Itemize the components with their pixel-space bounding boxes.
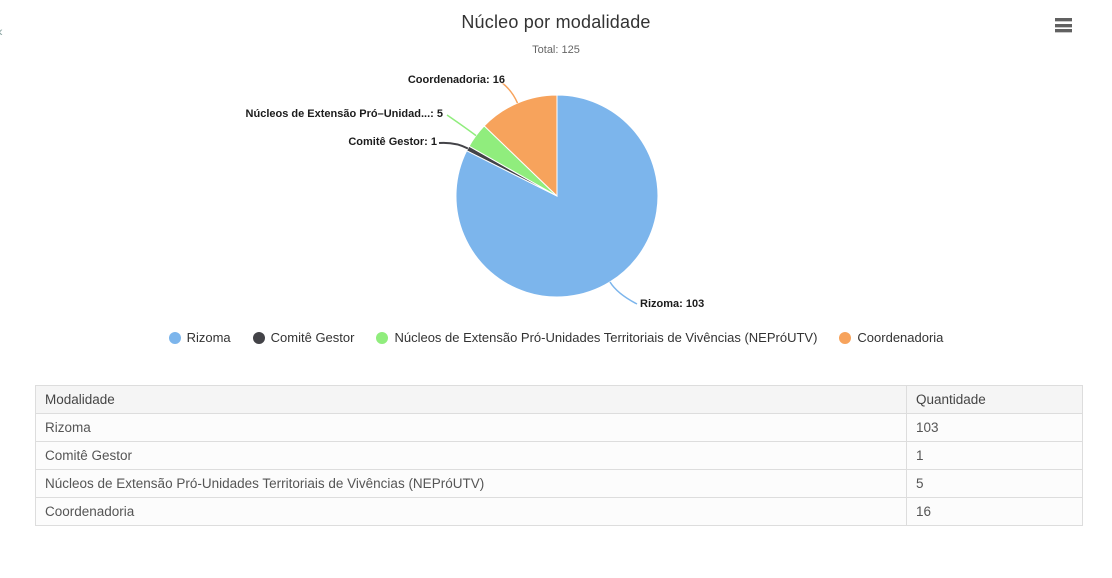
cell-modalidade: Rizoma (35, 413, 907, 442)
chevron-left-icon: « (0, 23, 3, 39)
data-label-connector (446, 114, 477, 137)
legend-marker-circle (252, 331, 265, 344)
chart-subtitle: Total: 125 (532, 44, 580, 56)
legend-label: Rizoma (186, 330, 231, 345)
data-label-connector (438, 141, 469, 150)
chart-context-menu-button[interactable] (1055, 17, 1072, 33)
table-row: Comitê Gestor 1 (35, 441, 1083, 470)
data-label-connector (609, 281, 638, 305)
cell-quantidade: 16 (906, 497, 1083, 526)
legend-marker-circle (168, 331, 181, 344)
cell-quantidade: 5 (906, 469, 1083, 498)
column-header-modalidade: Modalidade (35, 385, 907, 414)
legend-label: Núcleos de Extensão Pró-Unidades Territo… (394, 330, 818, 345)
table-row: Núcleos de Extensão Pró-Unidades Territo… (35, 469, 1083, 498)
table-header-row: Modalidade Quantidade (35, 385, 1083, 414)
legend-label: Comitê Gestor (270, 330, 355, 345)
table-row: Rizoma 103 (35, 413, 1083, 442)
legend-label: Coordenadoria (857, 330, 944, 345)
legend-item-rizoma[interactable]: Rizoma (168, 330, 231, 345)
chart-card: « Núcleo por modalidade Total: 125 Coord… (0, 12, 1112, 345)
legend-marker-circle (839, 331, 852, 344)
data-label-comite-gestor: Comitê Gestor: 1 (348, 136, 437, 148)
legend-item-coordenadoria[interactable]: Coordenadoria (839, 330, 943, 345)
cell-modalidade: Comitê Gestor (35, 441, 907, 470)
modalidade-table: Modalidade Quantidade Rizoma 103 Comitê … (35, 385, 1083, 526)
chart-title: Núcleo por modalidade (461, 12, 651, 32)
cell-quantidade: 103 (906, 413, 1083, 442)
data-label-rizoma: Rizoma: 103 (640, 298, 705, 310)
legend-item-comite-gestor[interactable]: Comitê Gestor (252, 330, 355, 345)
cell-modalidade: Coordenadoria (35, 497, 907, 526)
modalidade-table-section: Modalidade Quantidade Rizoma 103 Comitê … (35, 385, 1083, 526)
legend-marker-circle (376, 331, 389, 344)
data-label-coordenadoria: Coordenadoria: 16 (407, 74, 505, 86)
cell-quantidade: 1 (906, 441, 1083, 470)
chart-legend: Rizoma Comitê Gestor Núcleos de Extensão… (0, 330, 1112, 345)
pie-slice-0[interactable] (455, 94, 659, 298)
pie-chart (438, 81, 659, 305)
data-label-nucleos: Núcleos de Extensão Pró–Unidad...: 5 (245, 108, 443, 120)
column-header-quantidade: Quantidade (906, 385, 1083, 414)
hamburger-menu-icon (1055, 18, 1072, 21)
data-label-connector (500, 81, 519, 104)
legend-item-nucleos[interactable]: Núcleos de Extensão Pró-Unidades Territo… (376, 330, 817, 345)
table-row: Coordenadoria 16 (35, 497, 1083, 526)
cell-modalidade: Núcleos de Extensão Pró-Unidades Territo… (35, 469, 907, 498)
